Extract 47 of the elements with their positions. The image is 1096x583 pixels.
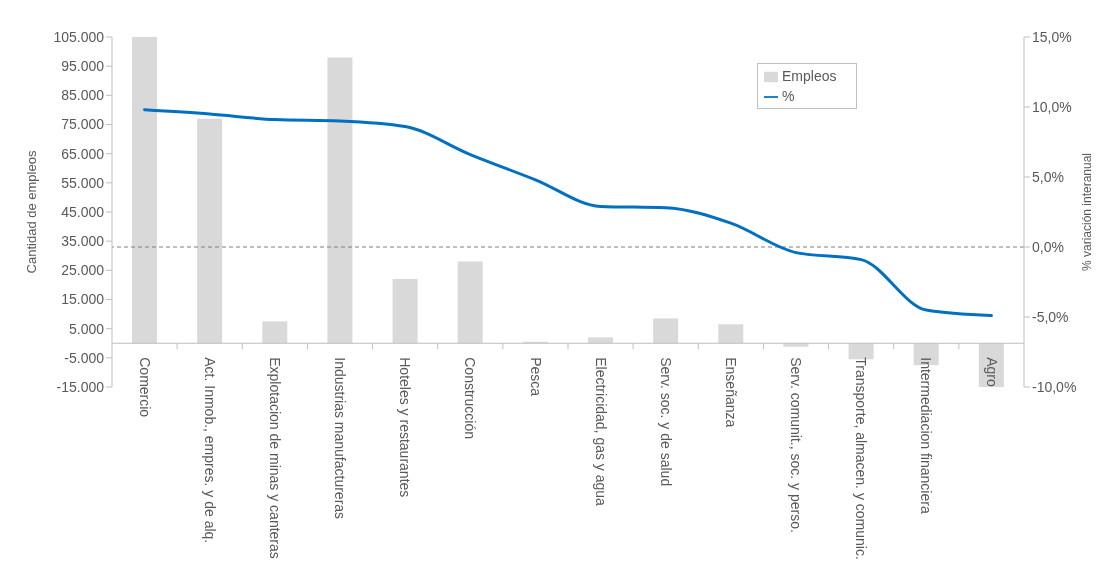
x-tick-label: Comercio [136,357,153,418]
legend-label: Empleos [782,68,837,84]
x-tick-label: Transporte, almacen. y comunic. [853,357,870,560]
x-tick-label: Explotacion de minas y canteras [266,357,283,559]
y-tick-label: 25.000 [61,262,105,279]
bar [262,321,288,344]
x-tick-label: Pesca [527,357,544,397]
y2-tick-label: 0,0% [1032,238,1064,255]
line-series [143,108,993,318]
bar [197,118,223,344]
y-tick-label: 5.000 [68,320,105,337]
x-tick-label: Serv. soc. y de salud [657,357,674,487]
x-tick-label: Construcción [462,357,479,439]
y2-axis-title: % variación interanual [1080,152,1095,272]
y-tick-label: 85.000 [61,87,105,104]
legend-label: % [782,88,795,104]
x-tick-label: Intermediacion financiera [918,357,935,514]
x-tick-label: Act. Inmob., empres. y de alq. [201,357,218,544]
bar [718,324,744,344]
y-tick-label: 95.000 [61,58,105,75]
bar [392,279,418,344]
bar [327,57,353,344]
y-tick-label: -15.000 [56,378,105,395]
x-tick-label: Agro [983,357,1000,388]
bar [653,318,679,344]
y2-tick-label: 15,0% [1032,28,1072,45]
y-tick-label: 45.000 [61,203,105,220]
x-tick-label: Electricidad, gas y agua [592,357,609,507]
y-tick-label: 75.000 [61,116,105,133]
bar [457,261,483,344]
y2-tick-label: 5,0% [1032,168,1064,185]
y-tick-label: -5.000 [64,349,105,366]
bar [132,37,157,344]
y2-tick-label: -5,0% [1032,308,1069,325]
y-tick-label: 35.000 [61,233,105,250]
y2-tick-label: -10,0% [1032,378,1077,395]
x-tick-label: Hoteles y restaurantes [397,357,414,498]
x-tick-label: Serv. comunit., soc. y perso. [788,357,805,533]
x-tick-label: Industrias manufactureras [332,357,349,520]
y-tick-label: 65.000 [61,145,105,162]
y-tick-label: 15.000 [61,291,105,308]
x-tick-label: Enseñanza [722,357,739,428]
y-tick-label: 105.000 [53,28,105,45]
y-axis-title: Cantidad de empleos [23,150,39,274]
bar [588,337,613,344]
y2-tick-label: 10,0% [1032,98,1072,115]
y-tick-label: 55.000 [61,174,105,191]
